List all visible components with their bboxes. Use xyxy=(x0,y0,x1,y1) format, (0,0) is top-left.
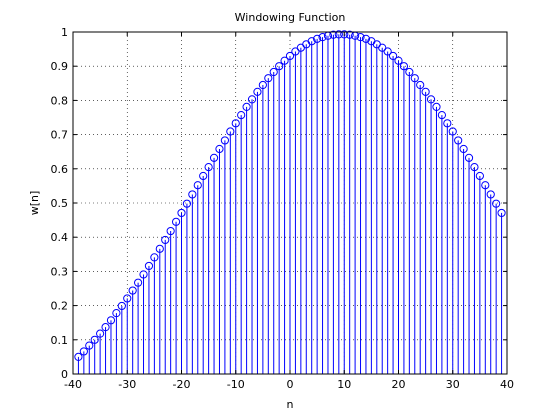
stem-marker xyxy=(432,102,441,111)
stem-marker xyxy=(144,261,154,271)
stem-marker xyxy=(96,329,105,338)
stem-marker xyxy=(209,153,219,162)
y-axis-label: w[n] xyxy=(28,191,41,216)
stem-marker xyxy=(269,67,278,77)
stem-marker xyxy=(345,30,354,39)
stem-marker xyxy=(264,74,273,83)
stem-marker xyxy=(90,335,99,344)
stem-marker xyxy=(410,74,419,83)
stem-marker xyxy=(134,278,143,287)
stem-marker xyxy=(253,87,262,96)
stem-marker xyxy=(150,253,159,262)
y-tick-label: 0.2 xyxy=(51,300,69,313)
stem-marker xyxy=(258,80,267,90)
stem-marker xyxy=(334,30,343,39)
stem-marker xyxy=(74,352,83,361)
stem-marker xyxy=(394,56,403,65)
stem-marker xyxy=(128,286,137,295)
stem-marker xyxy=(388,51,398,61)
stem-marker xyxy=(421,87,430,96)
stem-marker xyxy=(79,347,88,356)
stem-marker xyxy=(117,301,126,311)
stem-marker xyxy=(182,199,192,208)
x-tick-label: 0 xyxy=(287,378,294,391)
stem-marker xyxy=(161,235,170,245)
y-tick-label: 0.1 xyxy=(51,334,69,347)
stem-marker xyxy=(481,181,490,190)
y-tick-label: 0.6 xyxy=(51,163,69,176)
axis-ticks: -40 -30 -20 -10 0 10 20 30 40 0 0.1 0.2 0.3 0.4 0.5 0.6… xyxy=(51,26,515,391)
stem-marker xyxy=(226,127,235,136)
stem-marker xyxy=(237,111,246,120)
x-tick-label: -30 xyxy=(118,378,136,391)
y-tick-label: 0.5 xyxy=(51,197,69,210)
x-tick-label: -10 xyxy=(227,378,245,391)
stem-marker xyxy=(486,190,495,199)
y-tick-label: 1 xyxy=(61,26,68,39)
x-tick-label: 10 xyxy=(337,378,351,391)
stem-marker xyxy=(454,136,463,145)
y-tick-label: 0.3 xyxy=(51,265,69,278)
stem-marker xyxy=(492,199,501,208)
stem-marker xyxy=(166,226,175,236)
chart-title: Windowing Function xyxy=(235,11,346,24)
stem-marker xyxy=(280,56,289,65)
stem-series xyxy=(73,30,507,375)
stem-marker xyxy=(231,119,240,128)
x-tick-label: 20 xyxy=(392,378,406,391)
stem-marker xyxy=(405,67,414,77)
stem-marker xyxy=(275,62,284,71)
stem-marker xyxy=(193,181,202,190)
stem-marker xyxy=(426,95,436,104)
stem-marker xyxy=(399,62,409,71)
stem-marker xyxy=(242,102,251,111)
stem-marker xyxy=(340,30,349,39)
stem-marker xyxy=(285,51,295,61)
stem-marker xyxy=(475,171,484,181)
stem-marker xyxy=(361,34,371,43)
stem-marker xyxy=(204,162,213,172)
stem-marker xyxy=(313,34,322,43)
stem-marker xyxy=(356,33,365,42)
stem-marker xyxy=(378,43,387,52)
stem-marker xyxy=(123,294,132,303)
stem-marker xyxy=(85,341,94,350)
x-tick-label: -20 xyxy=(173,378,191,391)
x-tick-label: 30 xyxy=(446,378,460,391)
stem-marker xyxy=(329,30,338,39)
stem-marker xyxy=(307,37,316,46)
stem-marker xyxy=(188,190,197,199)
y-tick-label: 0 xyxy=(61,368,68,381)
stem-marker xyxy=(171,217,181,226)
stem-marker xyxy=(443,119,452,128)
y-tick-label: 0.8 xyxy=(51,94,69,107)
x-axis-label: n xyxy=(287,398,294,411)
stem-marker xyxy=(101,323,110,332)
stem-marker xyxy=(383,47,392,56)
stem-marker xyxy=(247,95,257,104)
stem-marker xyxy=(112,309,121,318)
stem-marker xyxy=(437,111,446,120)
stem-marker xyxy=(416,80,425,90)
stem-marker xyxy=(318,33,327,42)
x-tick-label: -40 xyxy=(64,378,82,391)
stem-marker xyxy=(139,270,148,279)
stem-marker xyxy=(155,244,164,253)
y-tick-label: 0.7 xyxy=(51,129,69,142)
stem-marker xyxy=(199,171,208,181)
stem-marker xyxy=(177,208,186,218)
stem-marker xyxy=(220,136,229,145)
stem-marker xyxy=(497,208,506,218)
stem-marker xyxy=(106,316,116,325)
stem-marker xyxy=(459,144,468,154)
y-tick-label: 0.9 xyxy=(51,60,69,73)
stem-marker xyxy=(448,127,457,136)
x-tick-label: 40 xyxy=(500,378,514,391)
stem-marker xyxy=(470,162,479,172)
stem-marker xyxy=(215,144,224,154)
y-tick-label: 0.4 xyxy=(51,231,69,244)
stem-marker xyxy=(291,47,300,56)
stem-marker xyxy=(464,153,474,162)
